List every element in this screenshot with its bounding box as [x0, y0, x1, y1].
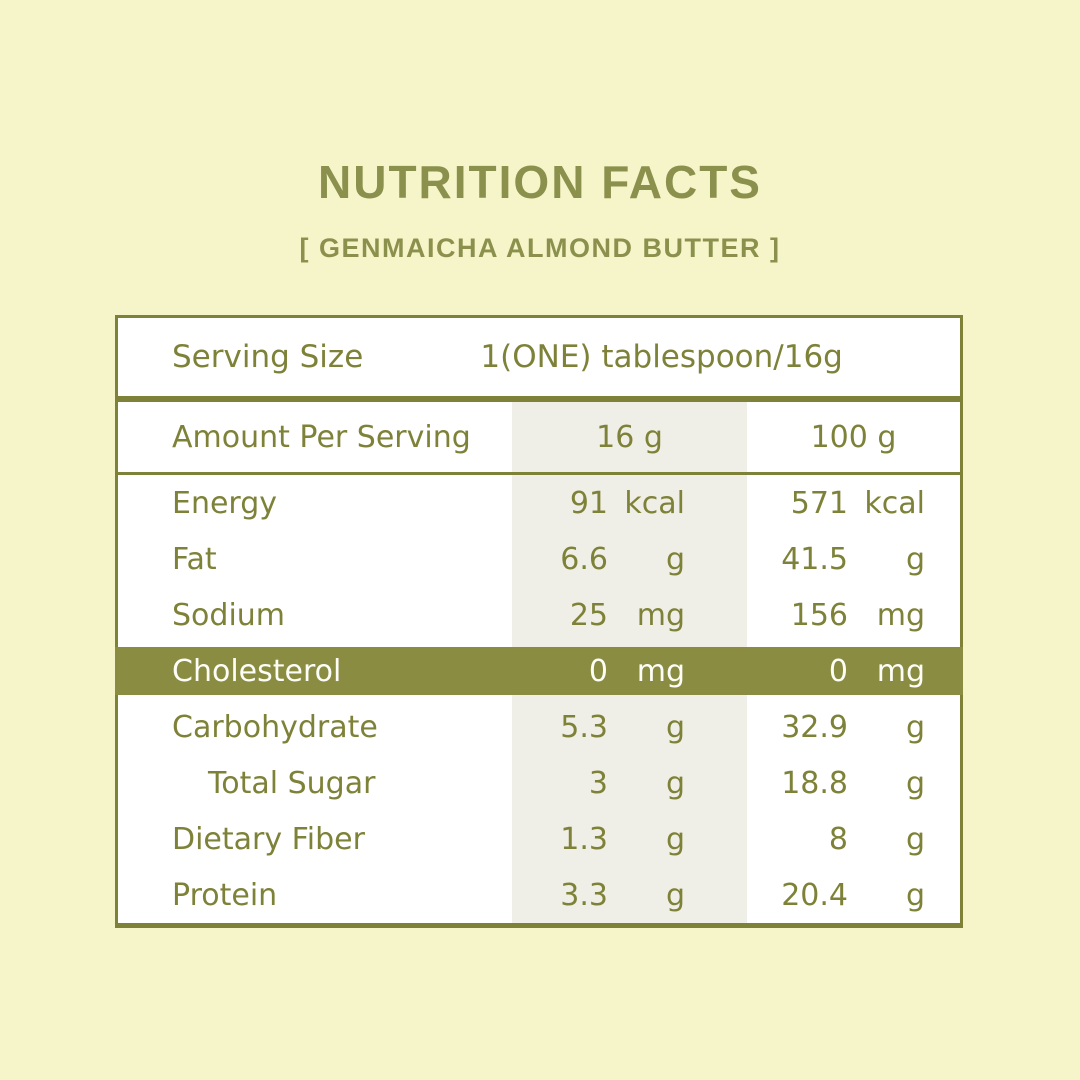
- nutrient-label: Sodium: [172, 597, 286, 633]
- nutrition-rows: Energy 91 kcal 571 kcal Fat 6.6 g 41.5 g…: [115, 475, 963, 928]
- serving-size-row: Serving Size 1(ONE) tablespoon/16g: [115, 315, 963, 402]
- per-100g-value: 8: [828, 821, 848, 857]
- nutrient-label: Fat: [172, 541, 217, 577]
- nutrient-label: Total Sugar: [208, 765, 376, 801]
- per-serving-value: 3.3: [560, 877, 608, 913]
- nutrient-label: Protein: [172, 877, 278, 913]
- per-serving-unit: mg: [636, 597, 685, 633]
- table-row-cholesterol: Cholesterol 0 mg 0 mg: [115, 647, 963, 695]
- per-100g-unit: kcal: [864, 485, 925, 521]
- per-100g-value: 41.5: [781, 541, 848, 577]
- nutrient-label: Carbohydrate: [172, 709, 378, 745]
- per-100g-value: 32.9: [781, 709, 848, 745]
- page-title: NUTRITION FACTS: [318, 156, 762, 208]
- amount-header-row: Amount Per Serving 16 g 100 g: [115, 402, 963, 475]
- nutrient-label: Dietary Fiber: [172, 821, 365, 857]
- amount-per-serving-label: Amount Per Serving: [172, 419, 471, 455]
- per-serving-unit: g: [665, 821, 685, 857]
- table-row-fat: Fat 6.6 g 41.5 g: [118, 531, 960, 587]
- product-name: [ GENMAICHA ALMOND BUTTER ]: [299, 233, 781, 263]
- per-100g-unit: g: [905, 821, 925, 857]
- per-100g-value: 20.4: [781, 877, 848, 913]
- per-serving-column-header: 16 g: [596, 419, 663, 455]
- per-serving-unit: g: [665, 709, 685, 745]
- per-serving-unit: g: [665, 765, 685, 801]
- per-100g-unit: mg: [876, 653, 925, 689]
- per-100g-value: 18.8: [781, 765, 848, 801]
- per-serving-unit: g: [665, 541, 685, 577]
- per-100g-column-header: 100 g: [810, 419, 897, 455]
- per-100g-value: 0: [828, 653, 848, 689]
- table-row-carbohydrate: Carbohydrate 5.3 g 32.9 g: [118, 699, 960, 755]
- table-row-protein: Protein 3.3 g 20.4 g: [118, 867, 960, 923]
- per-serving-value: 6.6: [560, 541, 608, 577]
- per-100g-unit: g: [905, 765, 925, 801]
- table-row-energy: Energy 91 kcal 571 kcal: [118, 475, 960, 531]
- per-serving-value: 25: [569, 597, 608, 633]
- per-serving-unit: g: [665, 877, 685, 913]
- per-serving-unit: kcal: [624, 485, 685, 521]
- per-100g-unit: mg: [876, 597, 925, 633]
- per-serving-value: 5.3: [560, 709, 608, 745]
- nutrient-label: Energy: [172, 485, 278, 521]
- per-serving-value: 1.3: [560, 821, 608, 857]
- table-row-sodium: Sodium 25 mg 156 mg: [118, 587, 960, 643]
- per-serving-value: 91: [569, 485, 608, 521]
- per-serving-value: 3: [588, 765, 608, 801]
- per-100g-unit: g: [905, 541, 925, 577]
- per-serving-value: 0: [588, 653, 608, 689]
- table-row-total-sugar: Total Sugar 3 g 18.8 g: [118, 755, 960, 811]
- nutrition-table: Serving Size 1(ONE) tablespoon/16g Amoun…: [115, 315, 963, 928]
- per-serving-unit: mg: [636, 653, 685, 689]
- per-100g-unit: g: [905, 877, 925, 913]
- per-100g-unit: g: [905, 709, 925, 745]
- per-100g-value: 156: [790, 597, 848, 633]
- table-row-dietary-fiber: Dietary Fiber 1.3 g 8 g: [118, 811, 960, 867]
- serving-size-value: 1(ONE) tablespoon/16g: [480, 339, 843, 375]
- nutrient-label: Cholesterol: [172, 653, 342, 689]
- per-100g-value: 571: [790, 485, 848, 521]
- serving-size-label: Serving Size: [172, 339, 364, 375]
